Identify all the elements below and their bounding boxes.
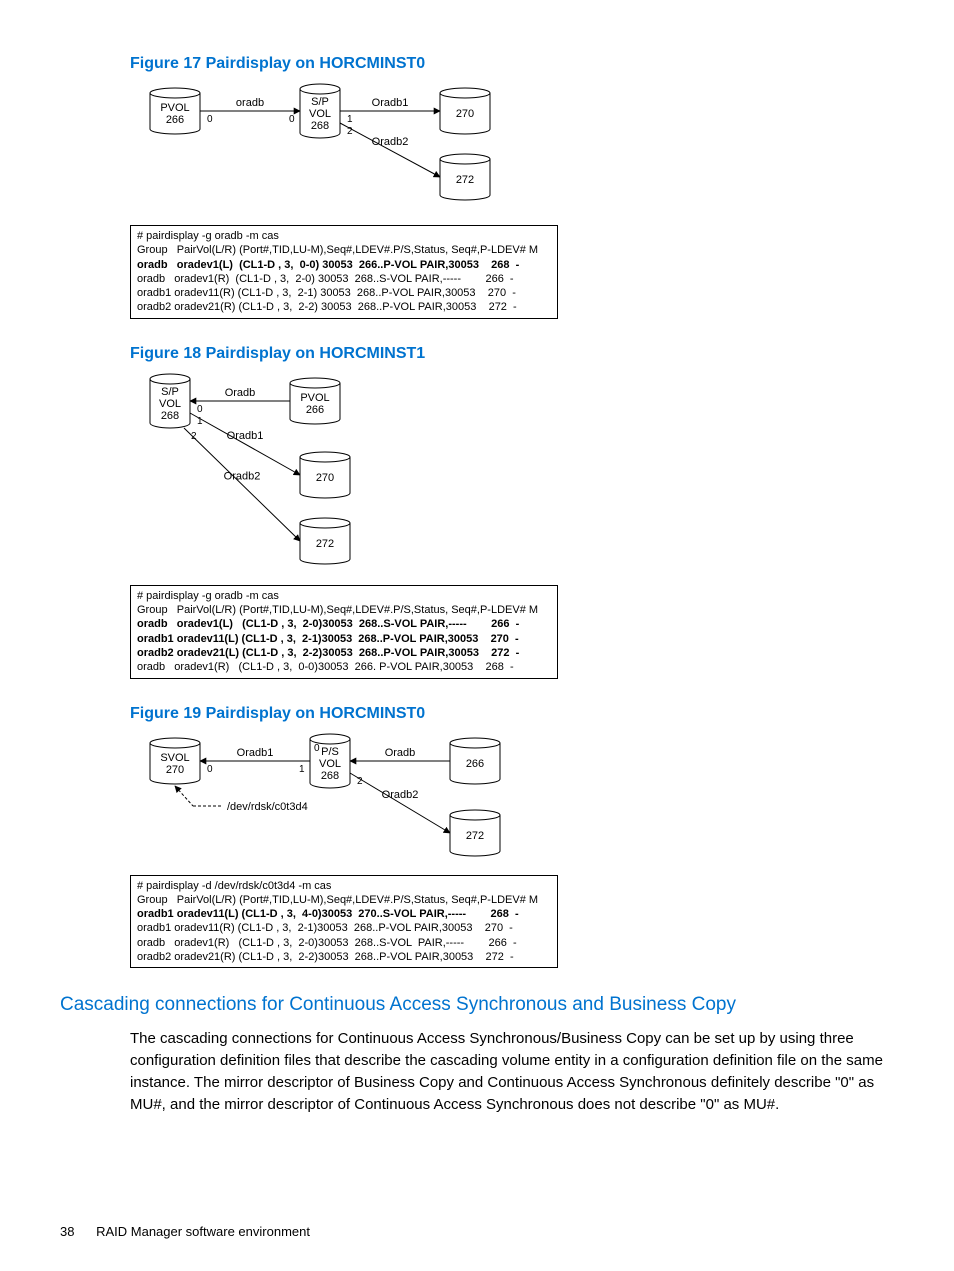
svg-text:270: 270 — [166, 764, 184, 776]
figure-17-diagram: PVOL266 S/PVOL268 270 272 oradb 0 0 Oradb1 1 Orad… — [130, 83, 894, 213]
figure-18-title: Figure 18 Pairdisplay on HORCMINST1 — [130, 345, 894, 363]
svg-text:0: 0 — [207, 764, 213, 775]
svg-text:2: 2 — [347, 126, 353, 137]
svg-text:VOL: VOL — [159, 398, 181, 410]
svg-text:266: 266 — [466, 758, 484, 770]
svg-text:2: 2 — [357, 776, 363, 787]
svg-text:S/P: S/P — [161, 386, 179, 398]
svg-text:Oradb1: Oradb1 — [372, 97, 409, 109]
svg-text:S/P: S/P — [311, 96, 329, 108]
svg-text:Oradb: Oradb — [225, 387, 256, 399]
svg-text:P/S: P/S — [321, 746, 339, 758]
svg-text:Oradb1: Oradb1 — [237, 747, 274, 759]
figure-17-output: # pairdisplay -g oradb -m cas Group Pair… — [130, 225, 558, 319]
svg-text:266: 266 — [166, 114, 184, 126]
svg-text:270: 270 — [316, 472, 334, 484]
svg-text:0: 0 — [207, 114, 213, 125]
figure-19-output: # pairdisplay -d /dev/rdsk/c0t3d4 -m cas… — [130, 875, 558, 969]
figure-18-output: # pairdisplay -g oradb -m cas Group Pair… — [130, 585, 558, 679]
svg-text:PVOL: PVOL — [160, 102, 189, 114]
svg-text:Oradb2: Oradb2 — [382, 789, 419, 801]
figure-19-diagram: SVOL270P/SVOL268266272Oradb1010OradbOrad… — [130, 733, 894, 863]
svg-text:1: 1 — [347, 114, 353, 125]
svg-text:0: 0 — [197, 404, 203, 415]
figure-19-title: Figure 19 Pairdisplay on HORCMINST0 — [130, 705, 894, 723]
page-footer: 38 RAID Manager software environment — [60, 1224, 310, 1239]
svg-text:PVOL: PVOL — [300, 392, 329, 404]
svg-text:0: 0 — [314, 743, 320, 754]
svg-text:272: 272 — [316, 538, 334, 550]
svg-text:272: 272 — [456, 174, 474, 186]
section-body: The cascading connections for Continuous… — [130, 1028, 894, 1115]
svg-text:268: 268 — [161, 410, 179, 422]
svg-text:Oradb: Oradb — [385, 747, 416, 759]
svg-text:SVOL: SVOL — [160, 752, 189, 764]
svg-text:Oradb2: Oradb2 — [372, 136, 409, 148]
svg-text:266: 266 — [306, 404, 324, 416]
svg-text:oradb: oradb — [236, 97, 264, 109]
svg-text:0: 0 — [289, 114, 295, 125]
section-title: Cascading connections for Continuous Acc… — [60, 994, 894, 1016]
footer-label: RAID Manager software environment — [96, 1224, 310, 1239]
svg-text:270: 270 — [456, 108, 474, 120]
page-number: 38 — [60, 1224, 74, 1239]
svg-text:1: 1 — [299, 764, 305, 775]
svg-text:Oradb1: Oradb1 — [227, 430, 264, 442]
svg-text:VOL: VOL — [319, 758, 341, 770]
svg-text:Oradb2: Oradb2 — [224, 470, 261, 482]
svg-text:268: 268 — [321, 770, 339, 782]
svg-text:/dev/rdsk/c0t3d4: /dev/rdsk/c0t3d4 — [227, 801, 308, 813]
svg-text:1: 1 — [197, 416, 203, 427]
figure-17-title: Figure 17 Pairdisplay on HORCMINST0 — [130, 55, 894, 73]
svg-text:VOL: VOL — [309, 108, 331, 120]
svg-text:272: 272 — [466, 830, 484, 842]
svg-text:268: 268 — [311, 120, 329, 132]
svg-text:2: 2 — [191, 431, 197, 442]
figure-18-diagram: S/PVOL268 PVOL266 270 272 Oradb 0 Oradb1 1 Oradb… — [130, 373, 894, 573]
